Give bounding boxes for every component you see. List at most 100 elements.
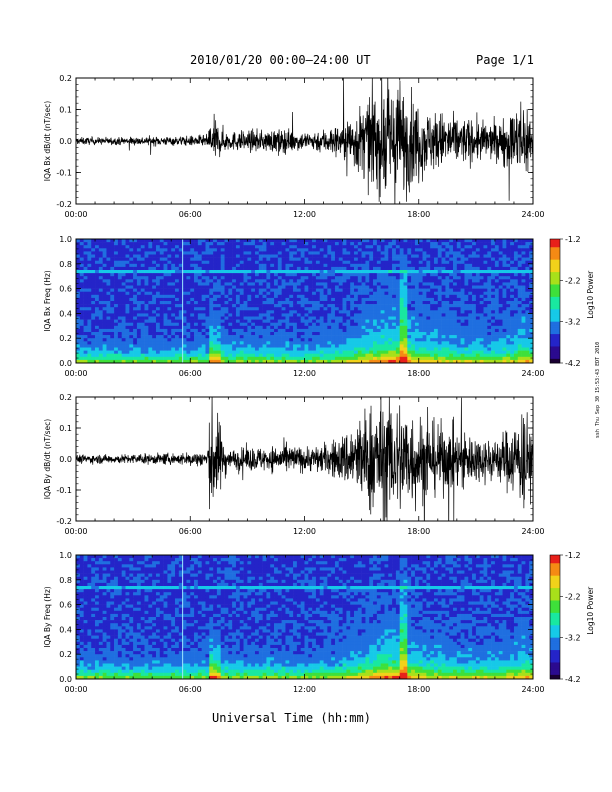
spectrogram-cell xyxy=(338,332,343,336)
spectrogram-cell xyxy=(319,273,324,277)
spectrogram-cell xyxy=(445,248,450,252)
spectrogram-cell xyxy=(228,260,233,265)
spectrogram-cell xyxy=(300,325,305,330)
spectrogram-cell xyxy=(87,304,92,308)
spectrogram-cell xyxy=(144,273,149,277)
spectrogram-cell xyxy=(441,260,446,265)
spectrogram-cell xyxy=(487,263,492,268)
spectrogram-cell xyxy=(232,316,237,320)
spectrogram-cell xyxy=(376,347,381,351)
spectrogram-cell xyxy=(384,242,389,246)
spectrogram-cell xyxy=(270,347,275,351)
spectrogram-cell xyxy=(342,304,347,308)
spectrogram-cell xyxy=(433,359,439,364)
spectrogram-cell xyxy=(209,350,214,354)
spectrogram-cell xyxy=(83,338,88,342)
spectrogram-cell xyxy=(449,359,454,364)
spectrogram-cell xyxy=(216,353,222,358)
spectrogram-cell xyxy=(502,291,507,296)
spectrogram-cell xyxy=(373,304,378,308)
spectrogram-cell xyxy=(87,291,92,296)
spectrogram-cell xyxy=(106,325,111,330)
spectrogram-cell xyxy=(79,297,84,302)
spectrogram-cell xyxy=(281,288,286,292)
spectrogram-cell xyxy=(155,251,161,255)
spectrogram-cell xyxy=(163,350,168,354)
spectrogram-cell xyxy=(232,350,237,354)
spectrogram-cell xyxy=(365,263,370,268)
spectrogram-cell xyxy=(521,288,526,292)
spectrogram-cell xyxy=(445,325,450,330)
spectrogram-cell xyxy=(304,282,309,286)
spectrogram-cell xyxy=(338,251,343,255)
spectrogram-cell xyxy=(472,273,477,277)
spectrogram-cell xyxy=(110,356,115,361)
spectrogram-cell xyxy=(418,316,423,320)
spectrogram-cell xyxy=(110,313,115,317)
spectrogram-cell xyxy=(441,332,446,336)
spectrogram-cell xyxy=(293,341,298,345)
spectrogram-cell xyxy=(430,301,435,305)
spectrogram-cell xyxy=(235,288,241,292)
spectrogram-cell xyxy=(395,239,401,243)
spectrogram-cell xyxy=(197,266,202,271)
spectrogram-cell xyxy=(395,344,401,348)
spectrogram-cell xyxy=(140,242,145,246)
spectrogram-cell xyxy=(475,347,480,351)
spectrogram-cell xyxy=(315,276,321,280)
spectrogram-cell xyxy=(300,335,305,339)
spectrogram-cell xyxy=(243,328,248,333)
spectrogram-cell xyxy=(251,239,256,243)
spectrogram-cell xyxy=(487,242,492,246)
spectrogram-cell xyxy=(312,270,317,274)
spectrogram-cell xyxy=(449,316,454,320)
spectrogram-cell xyxy=(392,319,397,323)
spectrogram-cell xyxy=(433,328,439,333)
spectrogram-cell xyxy=(243,341,248,345)
spectrogram-cell xyxy=(121,245,126,249)
spectrogram-cell xyxy=(445,316,450,320)
spectrogram-cell xyxy=(487,319,492,323)
spectrogram-cell xyxy=(407,266,412,271)
spectrogram-cell xyxy=(361,301,366,305)
spectrogram-cell xyxy=(517,270,522,274)
spectrogram-cell xyxy=(95,350,100,354)
spectrogram-cell xyxy=(121,301,126,305)
spectrogram-cell xyxy=(289,297,294,302)
spectrogram-cell xyxy=(293,347,298,351)
spectrogram-cell xyxy=(354,344,359,348)
spectrogram-cell xyxy=(331,245,336,249)
spectrogram-cell xyxy=(133,260,138,265)
spectrogram-cell xyxy=(194,239,199,243)
spectrogram-cell xyxy=(274,297,279,302)
spectrogram-cell xyxy=(517,328,522,333)
spectrogram-cell xyxy=(243,332,248,336)
spectrogram-cell xyxy=(266,304,271,308)
spectrogram-cell xyxy=(464,332,469,336)
spectrogram-cell xyxy=(216,291,222,296)
spectrogram-cell xyxy=(205,335,210,339)
spectrogram-cell xyxy=(422,276,427,280)
spectrogram-cell xyxy=(285,248,290,252)
spectrogram-cell xyxy=(175,316,180,320)
spectrogram-cell xyxy=(510,307,515,311)
spectrogram-cell xyxy=(392,273,397,277)
spectrogram-cell xyxy=(433,313,439,317)
spectrogram-cell xyxy=(251,322,256,327)
spectrogram-cell xyxy=(277,347,282,351)
spectrogram-cell xyxy=(513,291,519,296)
spectrogram-cell xyxy=(270,335,275,339)
spectrogram-cell xyxy=(510,310,515,314)
spectrogram-cell xyxy=(479,316,484,320)
spectrogram-cell xyxy=(472,297,477,302)
spectrogram-cell xyxy=(171,297,176,302)
spectrogram-cell xyxy=(395,245,401,249)
spectrogram-cell xyxy=(468,291,473,296)
spectrogram-cell xyxy=(239,266,244,271)
spectrogram-cell xyxy=(262,285,267,289)
spectrogram-cell xyxy=(327,288,332,292)
spectrogram-cell xyxy=(395,304,401,308)
spectrogram-cell xyxy=(129,307,134,311)
spectrogram-cell xyxy=(102,347,107,351)
spectrogram-cell xyxy=(433,353,439,358)
